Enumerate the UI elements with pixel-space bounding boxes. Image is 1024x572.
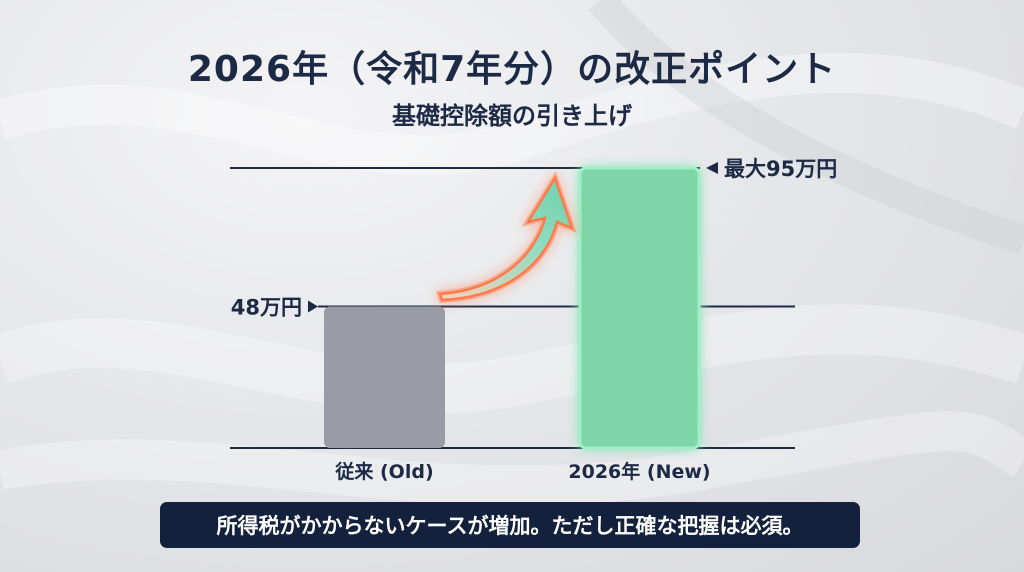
increase-arrow-icon: [438, 175, 575, 302]
category-label: 従来 (Old): [334, 460, 433, 483]
caption-text: 所得税がかからないケースが増加。ただし正確な把握は必須。: [216, 514, 804, 538]
bar-new: [578, 166, 701, 450]
bar-old: [324, 306, 445, 448]
data-label-new: 最大95万円: [724, 157, 837, 181]
page-title: 2026年（令和7年分）の改正ポイント: [187, 49, 837, 90]
data-label-old: 48万円: [231, 296, 302, 320]
old-marker-icon: [308, 300, 318, 313]
new-marker-icon: [706, 162, 718, 174]
page-subtitle: 基礎控除額の引き上げ: [392, 102, 632, 130]
category-label: 2026年 (New): [568, 460, 710, 483]
caption-box: 所得税がかからないケースが増加。ただし正確な把握は必須。: [160, 502, 860, 548]
